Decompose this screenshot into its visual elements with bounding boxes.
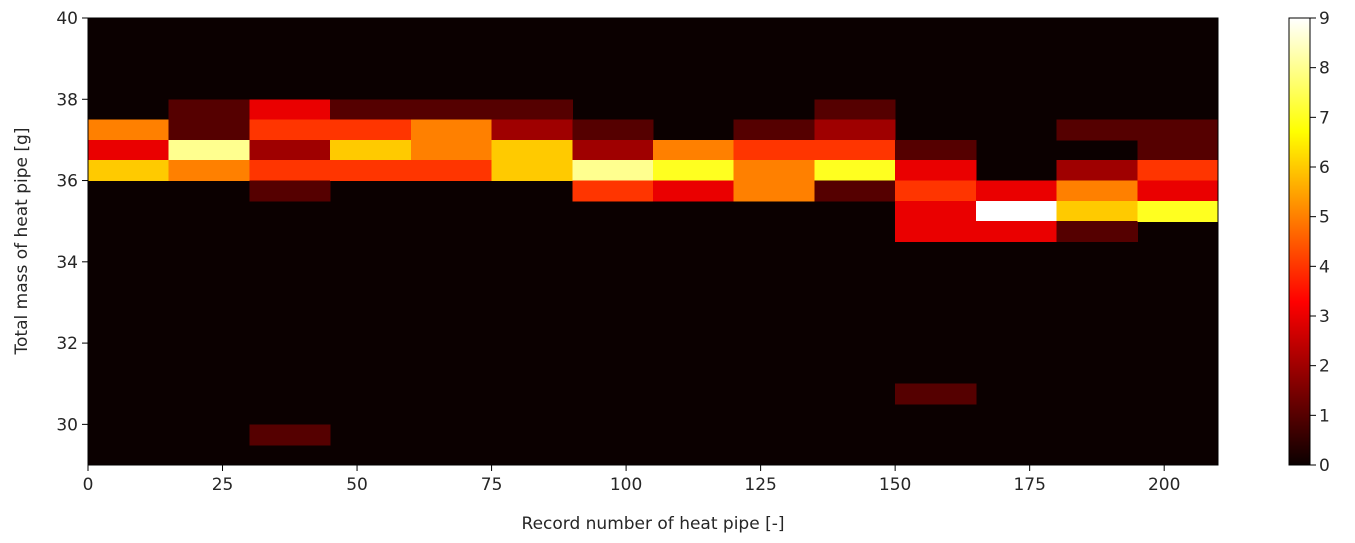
heatmap-cell <box>572 160 654 182</box>
heatmap-cell <box>249 99 331 121</box>
colorbar-tick-label: 7 <box>1319 108 1330 128</box>
y-axis-label: Total mass of heat pipe [g] <box>12 128 32 356</box>
heatmap-cell <box>572 119 654 141</box>
heatmap-cell <box>168 139 251 161</box>
heatmap-cell <box>895 200 977 222</box>
heatmap-cell <box>572 180 654 202</box>
heatmap-cell <box>814 119 896 141</box>
heatmap-cell <box>249 424 331 446</box>
heatmap-cell <box>895 160 977 182</box>
heatmap-cell <box>895 221 977 243</box>
heatmap-cell <box>249 180 331 202</box>
heatmap-cell <box>653 139 735 161</box>
x-tick-label: 175 <box>1013 475 1045 495</box>
heatmap-cell <box>249 139 331 161</box>
heatmap-cell <box>168 119 251 141</box>
heatmap-cell <box>733 119 816 141</box>
colorbar-tick-label: 9 <box>1319 9 1330 29</box>
heatmap-cell <box>1056 200 1138 222</box>
heatmap-cell <box>733 180 816 202</box>
x-tick-label: 25 <box>212 475 234 495</box>
heatmap-cell <box>814 139 896 161</box>
heatmap-cell <box>168 99 251 121</box>
y-tick-label: 30 <box>56 415 78 435</box>
heatmap-cell <box>1056 221 1138 243</box>
heatmap-cell <box>410 160 493 182</box>
heatmap-cell <box>895 383 977 405</box>
heatmap-cell <box>491 119 573 141</box>
plot-area <box>87 17 1219 466</box>
x-tick-label: 75 <box>481 475 503 495</box>
x-tick-label: 50 <box>346 475 368 495</box>
heatmap-cell <box>249 160 331 182</box>
x-axis-label: Record number of heat pipe [-] <box>522 514 785 534</box>
y-tick-label: 38 <box>56 90 78 110</box>
heatmap-cell <box>88 160 170 182</box>
heatmap-cell <box>975 221 1058 243</box>
heatmap-cell <box>410 119 493 141</box>
heatmap-cell <box>895 180 977 202</box>
colorbar-gradient <box>1288 17 1311 466</box>
colorbar-tick-label: 8 <box>1319 59 1330 79</box>
heatmap-cell <box>1137 139 1219 161</box>
colorbar-tick-label: 6 <box>1319 158 1330 178</box>
colorbar-tick-label: 5 <box>1319 208 1330 228</box>
y-tick-label: 40 <box>56 9 78 29</box>
x-tick-label: 100 <box>610 475 642 495</box>
x-tick-label: 0 <box>83 475 94 495</box>
plot-frame <box>87 17 1219 466</box>
heatmap-cell <box>88 139 170 161</box>
heatmap-cell <box>1056 119 1138 141</box>
x-tick-label: 200 <box>1148 475 1180 495</box>
x-axis: 0 25 50 75 100 125 150 175 200 <box>83 465 1180 495</box>
heatmap-cell <box>814 160 896 182</box>
colorbar-tick-label: 4 <box>1319 257 1330 277</box>
colorbar-tick-label: 3 <box>1319 307 1330 327</box>
heatmap-cell <box>491 99 573 121</box>
y-axis: 30 32 34 36 38 40 <box>56 9 88 435</box>
colorbar: 0 1 2 3 4 5 6 7 8 9 <box>1288 9 1330 476</box>
heatmap-cell <box>814 180 896 202</box>
x-tick-label: 150 <box>879 475 911 495</box>
heatmap-cell <box>330 119 412 141</box>
y-tick-label: 32 <box>56 334 78 354</box>
colorbar-tick-label: 1 <box>1319 406 1330 426</box>
heatmap-cell <box>895 139 977 161</box>
heatmap-cell <box>1056 160 1138 182</box>
x-tick-label: 125 <box>744 475 776 495</box>
heatmap-cell <box>1056 180 1138 202</box>
heatmap-cell <box>733 160 816 182</box>
heatmap-cell <box>814 99 896 121</box>
heatmap-cell <box>733 139 816 161</box>
heatmap-cell <box>1137 160 1219 182</box>
heatmap-cell <box>1137 119 1219 141</box>
heatmap-cell <box>653 180 735 202</box>
heatmap-cell <box>88 119 170 141</box>
colorbar-tick-label: 0 <box>1319 456 1330 476</box>
heatmap-cell <box>491 160 573 182</box>
heatmap-cell <box>653 160 735 182</box>
heatmap-cell <box>491 139 573 161</box>
heatmap-cell <box>410 99 493 121</box>
y-tick-label: 34 <box>56 253 78 273</box>
heatmap-cell <box>249 119 331 141</box>
heatmap-cell <box>410 139 493 161</box>
colorbar-tick-label: 2 <box>1319 357 1330 377</box>
y-tick-label: 36 <box>56 172 78 192</box>
heatmap-cell <box>168 160 251 182</box>
heatmap-cell <box>330 99 412 121</box>
heatmap-cell <box>975 180 1058 202</box>
heatmap-cell <box>975 200 1058 222</box>
heatmap-cell <box>330 139 412 161</box>
heatmap-cell <box>330 160 412 182</box>
heatmap-cell <box>1137 200 1219 222</box>
heatmap-cell <box>1137 180 1219 202</box>
heatmap-cell <box>572 139 654 161</box>
